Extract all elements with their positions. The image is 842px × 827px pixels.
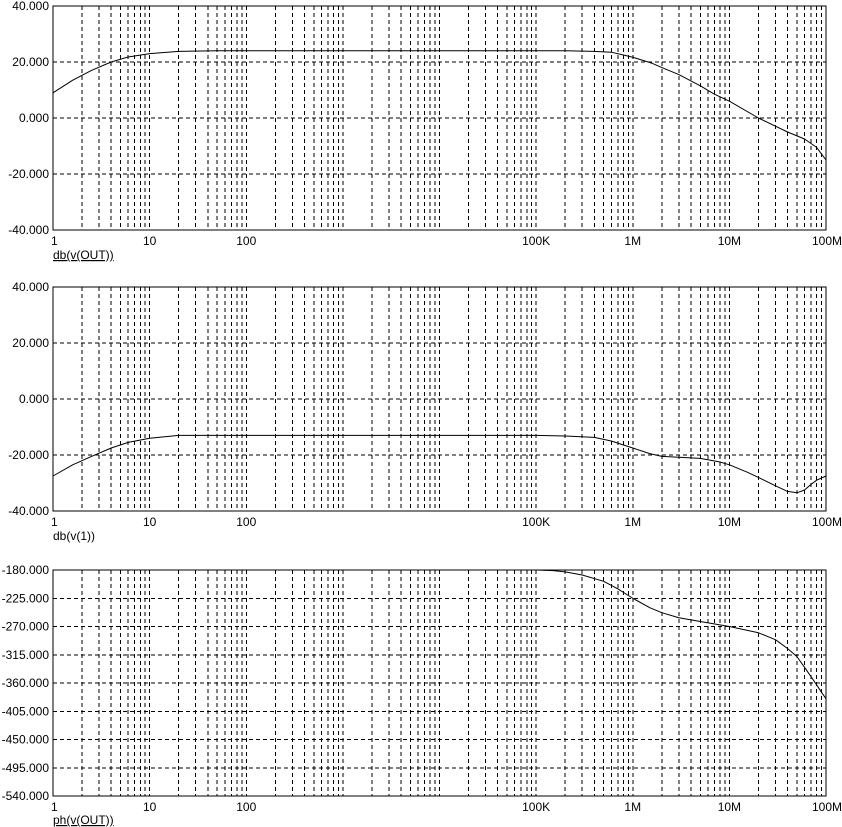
y-tick-label: 40.000 — [12, 0, 49, 13]
x-tick-label: 100K — [522, 515, 550, 529]
x-tick-label: 100 — [236, 800, 256, 814]
x-tick-label: 100M — [812, 234, 842, 248]
plot-frame — [52, 5, 827, 231]
y-tick-label: -405.000 — [2, 704, 50, 718]
x-tick-label: 100M — [812, 515, 842, 529]
panel-ph-vout: -180.000 -225.000 -270.000 -315.000 -360.000… — [2, 563, 842, 827]
y-tick-label: 40.000 — [12, 280, 49, 294]
y-tick-label: -225.000 — [2, 591, 50, 605]
x-tick-label: 10M — [718, 234, 741, 248]
x-tick-label: 100M — [812, 800, 842, 814]
y-tick-label: 20.000 — [12, 55, 49, 69]
y-tick-label: -540.000 — [2, 789, 50, 803]
y-tick-label: -20.000 — [8, 448, 49, 462]
series-trace — [536, 569, 827, 699]
y-tick-label: -495.000 — [2, 761, 50, 775]
x-tick-label: 100K — [522, 234, 550, 248]
x-tick-label: 10 — [143, 800, 157, 814]
plot-frame — [52, 286, 827, 512]
x-tick-label: 1 — [51, 234, 58, 248]
x-tick-label: 10 — [143, 515, 157, 529]
y-tick-label: -40.000 — [8, 504, 49, 518]
y-tick-label: -20.000 — [8, 167, 49, 181]
x-tick-label: 100K — [522, 800, 550, 814]
x-tick-label: 1 — [51, 515, 58, 529]
x-tick-label: 1M — [624, 800, 641, 814]
trace-title[interactable]: db(v(OUT)) — [53, 248, 114, 262]
x-tick-label: 10M — [718, 800, 741, 814]
y-tick-label: -270.000 — [2, 620, 50, 634]
y-tick-label: -315.000 — [2, 648, 50, 662]
x-tick-label: 1M — [624, 515, 641, 529]
x-tick-label: 100 — [236, 515, 256, 529]
y-tick-label: -40.000 — [8, 223, 49, 237]
y-tick-label: -180.000 — [2, 563, 50, 577]
trace-title[interactable]: ph(v(OUT)) — [53, 813, 114, 827]
y-tick-label: -450.000 — [2, 733, 50, 747]
trace-title[interactable]: db(v(1)) — [53, 529, 95, 543]
y-tick-label: 0.000 — [19, 392, 49, 406]
x-tick-label: 10 — [143, 234, 157, 248]
x-tick-label: 10M — [718, 515, 741, 529]
series-trace — [52, 50, 827, 161]
y-tick-label: -360.000 — [2, 676, 50, 690]
x-tick-label: 1M — [624, 234, 641, 248]
series-trace — [52, 434, 827, 494]
x-tick-label: 100 — [236, 234, 256, 248]
y-tick-label: 20.000 — [12, 336, 49, 350]
x-tick-label: 1 — [51, 800, 58, 814]
plot-frame — [52, 569, 827, 797]
y-tick-label: 0.000 — [19, 111, 49, 125]
